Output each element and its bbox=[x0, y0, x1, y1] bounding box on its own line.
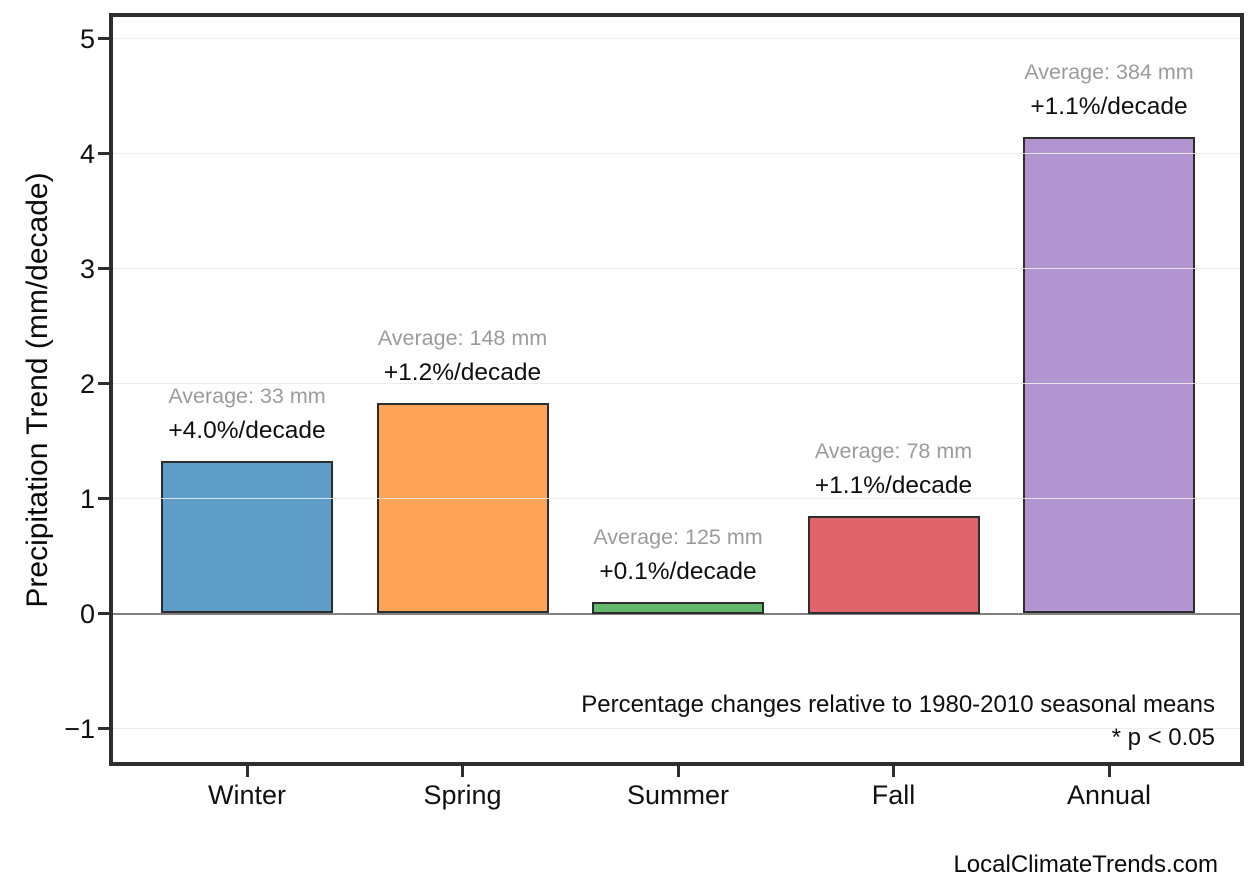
zero-gridline bbox=[113, 612, 1240, 615]
bar-spring bbox=[376, 403, 549, 614]
y-tick-label: 3 bbox=[79, 253, 95, 284]
y-tick-label: 4 bbox=[79, 138, 95, 169]
annotation-trend: +0.1%/decade bbox=[599, 558, 757, 585]
annotation-average: Average: 78 mm bbox=[814, 438, 973, 463]
x-tick-mark bbox=[461, 766, 464, 777]
plot-area: Average: 33 mm +4.0%/decade Average: 148 m… bbox=[113, 17, 1240, 762]
y-tick-mark bbox=[98, 612, 109, 615]
x-tick-label-fall: Fall bbox=[871, 780, 916, 810]
annotation-average: Average: 125 mm bbox=[593, 525, 763, 549]
annotation-trend: +1.1%/decade bbox=[1030, 93, 1188, 121]
x-tick-mark bbox=[1107, 766, 1111, 777]
y-tick-label: −1 bbox=[64, 713, 95, 744]
y-tick-label: 0 bbox=[79, 598, 95, 629]
annotation-trend: +1.1%/decade bbox=[814, 471, 973, 499]
gridline-y3 bbox=[113, 267, 1240, 270]
x-tick-mark bbox=[676, 766, 680, 777]
bar-fall bbox=[807, 515, 980, 614]
y-tick-mark bbox=[98, 382, 109, 385]
annotation-average: Average: 384 mm bbox=[1024, 60, 1194, 85]
annotation-trend: +4.0%/decade bbox=[168, 416, 326, 444]
x-tick-mark bbox=[245, 766, 249, 777]
gridline-y1 bbox=[113, 497, 1240, 500]
gridline-y5 bbox=[113, 37, 1240, 40]
annotation-trend: +1.2%/decade bbox=[383, 359, 542, 387]
y-tick-mark bbox=[98, 497, 109, 500]
bar-annual bbox=[1023, 137, 1195, 614]
gridline-y2 bbox=[113, 382, 1240, 385]
x-tick-label-summer: Summer bbox=[626, 780, 729, 810]
footnote-line-2: * p < 0.05 bbox=[1111, 724, 1215, 751]
x-tick-label-annual: Annual bbox=[1066, 780, 1152, 810]
y-tick-mark bbox=[98, 152, 109, 155]
y-tick-mark bbox=[98, 727, 109, 730]
y-tick-label: 2 bbox=[79, 368, 95, 399]
x-tick-mark bbox=[892, 766, 895, 777]
gridline-y-1 bbox=[113, 727, 1240, 730]
y-tick-label: 1 bbox=[79, 483, 95, 514]
gridline-y4 bbox=[113, 152, 1240, 155]
y-tick-label: 5 bbox=[79, 23, 95, 54]
annotation-average: Average: 148 mm bbox=[377, 326, 548, 351]
watermark: LocalClimateTrends.com bbox=[953, 851, 1218, 878]
footnote-line-1: Percentage changes relative to 1980-2010… bbox=[581, 691, 1215, 718]
footnote: Percentage changes relative to 1980-2010… bbox=[581, 688, 1215, 754]
x-tick-label-winter: Winter bbox=[207, 780, 286, 810]
plot-frame bbox=[109, 13, 1244, 766]
x-tick-label-spring: Spring bbox=[423, 780, 502, 810]
y-tick-mark bbox=[98, 267, 109, 270]
annotation-average: Average: 33 mm bbox=[168, 383, 326, 408]
bar-winter bbox=[161, 460, 333, 614]
bar-summer bbox=[592, 602, 764, 614]
y-tick-mark bbox=[98, 37, 109, 40]
